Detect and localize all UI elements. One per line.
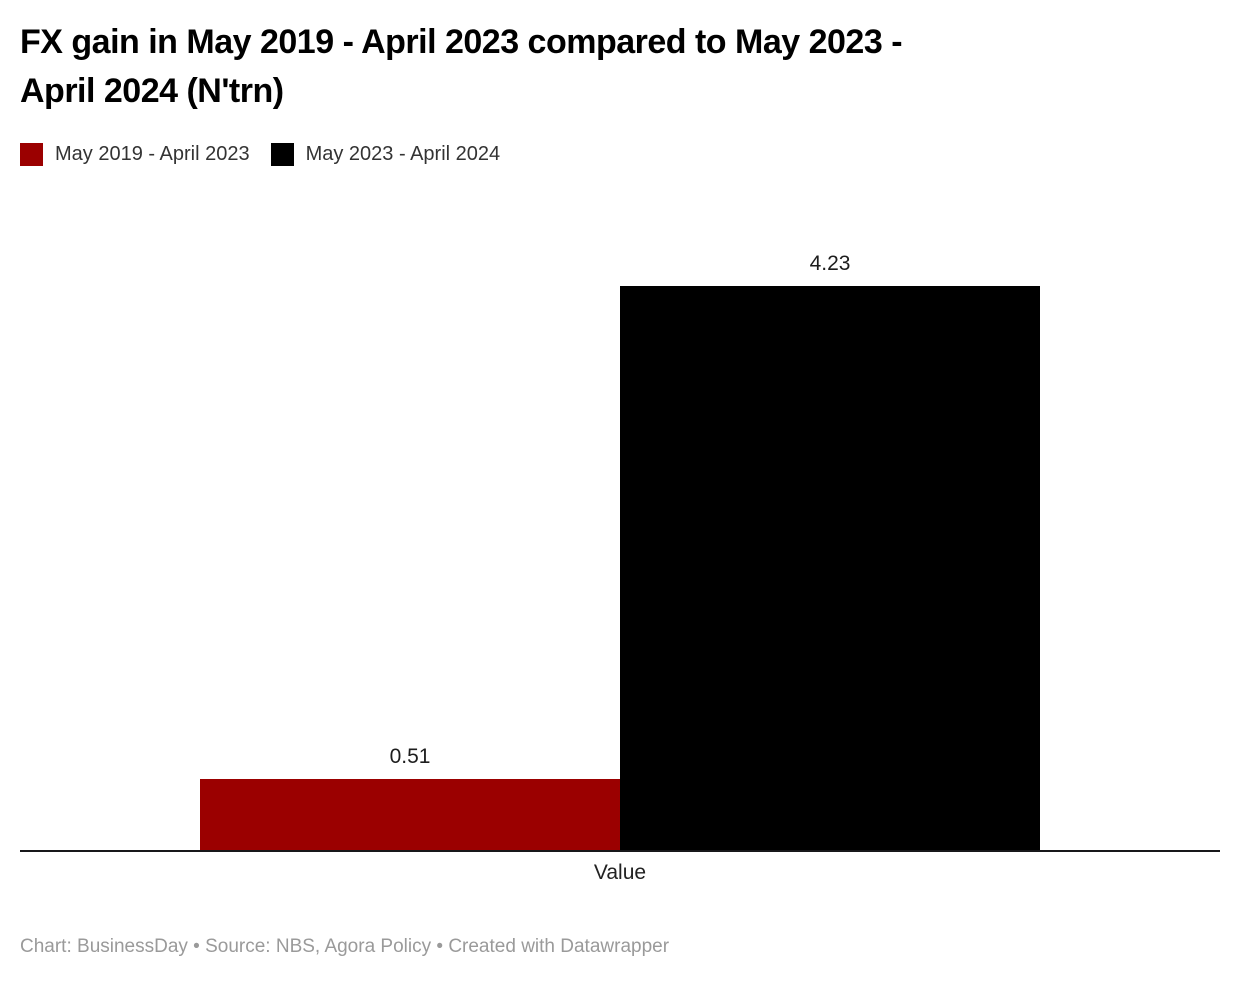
bar-series-2 [620, 286, 1040, 851]
chart-title-line-2: April 2024 (N'trn) [20, 72, 284, 110]
bar-column-1: 0.51 [200, 252, 620, 851]
legend-label-series-1: May 2019 - April 2023 [55, 143, 250, 165]
plot-area: 0.51 4.23 [200, 252, 1040, 851]
legend-item-series-2: May 2023 - April 2024 [270, 143, 501, 166]
legend-label-series-2: May 2023 - April 2024 [305, 143, 501, 165]
chart-title-line-1: FX gain in May 2019 - April 2023 compare… [20, 23, 903, 61]
x-axis-line [20, 850, 1220, 852]
footer-attribution: Chart: BusinessDay • Source: NBS, Agora … [20, 936, 670, 957]
chart-title: FX gain in May 2019 - April 2023 compare… [20, 18, 1220, 116]
legend-item-series-1: May 2019 - April 2023 [20, 143, 250, 166]
bar-value-label-1: 0.51 [389, 744, 431, 768]
bar-value-label-2: 4.23 [809, 252, 851, 275]
legend-swatch-black [270, 143, 294, 166]
bar-series-1 [200, 778, 620, 851]
legend: May 2019 - April 2023 May 2023 - April 2… [20, 143, 500, 166]
bar-column-2: 4.23 [620, 252, 1040, 851]
x-axis-label: Value [593, 861, 647, 884]
legend-swatch-red [20, 143, 43, 166]
